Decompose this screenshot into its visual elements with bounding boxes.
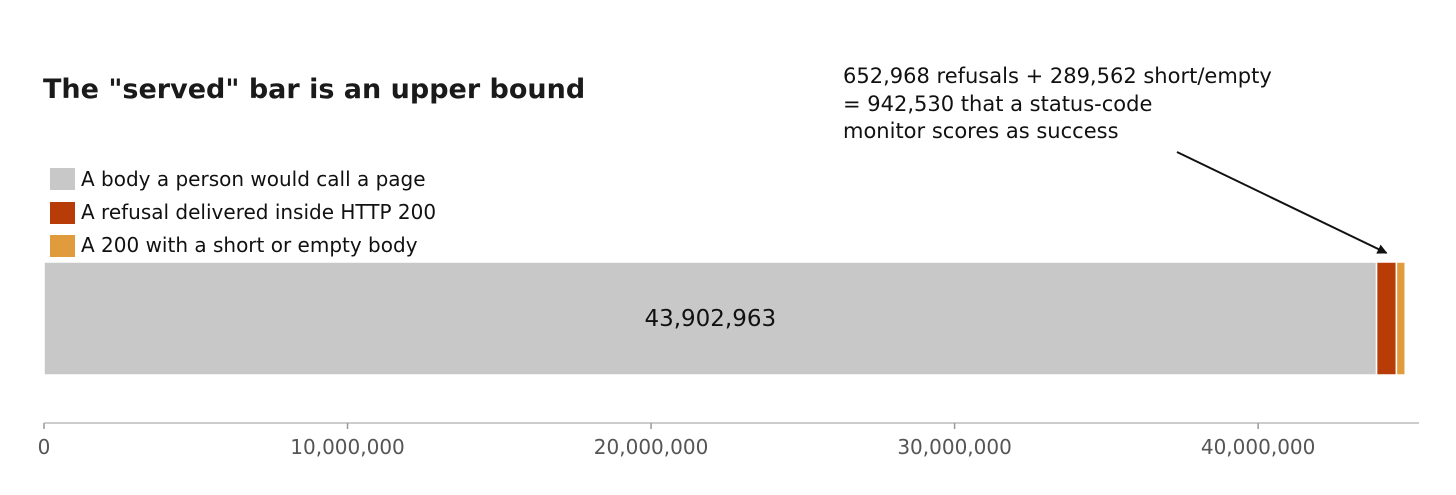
legend-label-refusal: A refusal delivered inside HTTP 200 xyxy=(81,200,436,224)
annotation-line-3: monitor scores as success xyxy=(843,119,1119,143)
x-tick-label: 20,000,000 xyxy=(594,435,709,459)
legend-swatch-page xyxy=(50,168,75,190)
x-axis: 0 10,000,000 20,000,000 30,000,000 40,000,00… xyxy=(38,422,1419,459)
legend-label-short: A 200 with a short or empty body xyxy=(81,233,418,257)
legend: A body a person would call a page A refu… xyxy=(50,167,436,257)
x-tick-label: 0 xyxy=(38,435,51,459)
annotation-line-2: = 942,530 that a status-code xyxy=(843,92,1152,116)
bar-segment-short xyxy=(1395,261,1406,376)
legend-swatch-short xyxy=(50,235,75,257)
annotation: 652,968 refusals + 289,562 short/empty =… xyxy=(843,64,1388,254)
annotation-arrow xyxy=(1176,151,1388,254)
chart-title: The "served" bar is an upper bound xyxy=(43,74,585,105)
x-tick-label: 30,000,000 xyxy=(897,435,1012,459)
annotation-line-1: 652,968 refusals + 289,562 short/empty xyxy=(843,64,1272,88)
legend-swatch-refusal xyxy=(50,202,75,224)
x-tick-label: 40,000,000 xyxy=(1201,435,1316,459)
bar-segment-page xyxy=(43,261,1378,376)
bar-value-label: 43,902,963 xyxy=(644,306,776,332)
legend-label-page: A body a person would call a page xyxy=(81,167,426,191)
x-tick-label: 10,000,000 xyxy=(290,435,405,459)
bar-segment-refusal xyxy=(1375,261,1398,376)
bars xyxy=(43,261,1406,376)
